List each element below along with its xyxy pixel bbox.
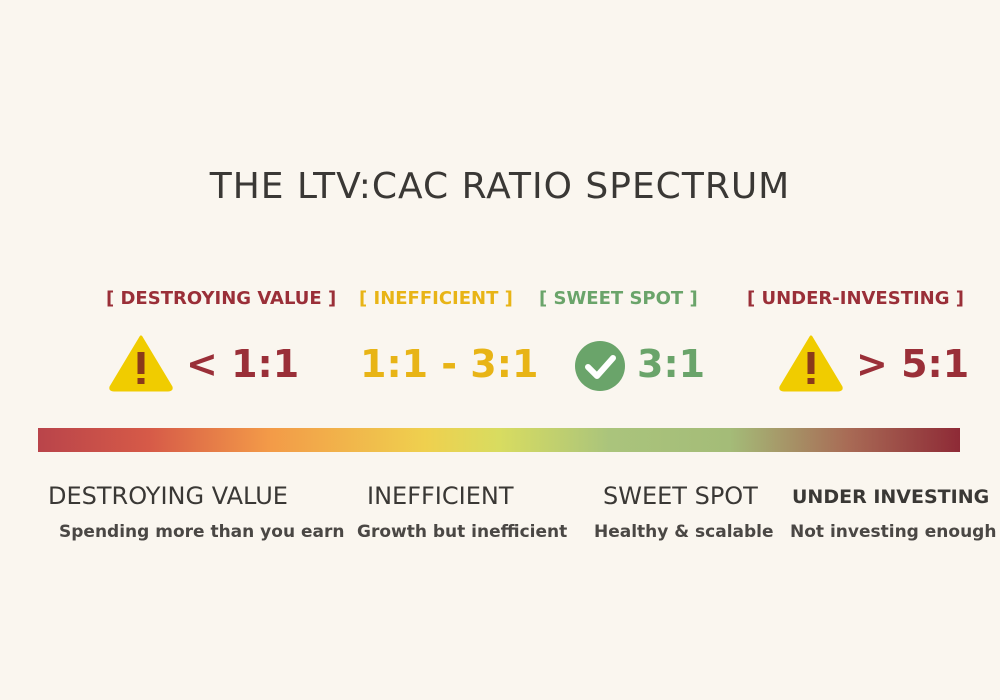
tag-sweet-spot: [ SWEET SPOT ] — [539, 288, 698, 309]
desc-under-investing: Not investing enough — [790, 522, 997, 542]
tag-inefficient: [ INEFFICIENT ] — [359, 288, 513, 309]
ratio-inefficient: 1:1 - 3:1 — [360, 342, 539, 386]
warning-triangle-icon — [779, 335, 843, 392]
label-inefficient: INEFFICIENT — [367, 482, 514, 510]
tag-under-investing: [ UNDER-INVESTING ] — [747, 288, 965, 309]
warning-triangle-icon — [109, 335, 173, 392]
check-circle-icon — [575, 341, 625, 391]
desc-sweet-spot: Healthy & scalable — [594, 522, 774, 542]
spectrum-gradient-bar — [38, 428, 960, 452]
ratio-sweet-spot: 3:1 — [637, 342, 706, 386]
label-sweet-spot: SWEET SPOT — [603, 482, 758, 510]
label-destroying-value: DESTROYING VALUE — [48, 482, 288, 510]
ratio-destroying-value: < 1:1 — [186, 342, 300, 386]
page-title: THE LTV:CAC RATIO SPECTRUM — [209, 166, 791, 207]
ratio-under-investing: > 5:1 — [856, 342, 970, 386]
desc-inefficient: Growth but inefficient — [357, 522, 568, 542]
desc-destroying-value: Spending more than you earn — [59, 522, 345, 542]
label-under-investing: UNDER INVESTING — [792, 486, 990, 508]
tag-destroying-value: [ DESTROYING VALUE ] — [106, 288, 337, 309]
